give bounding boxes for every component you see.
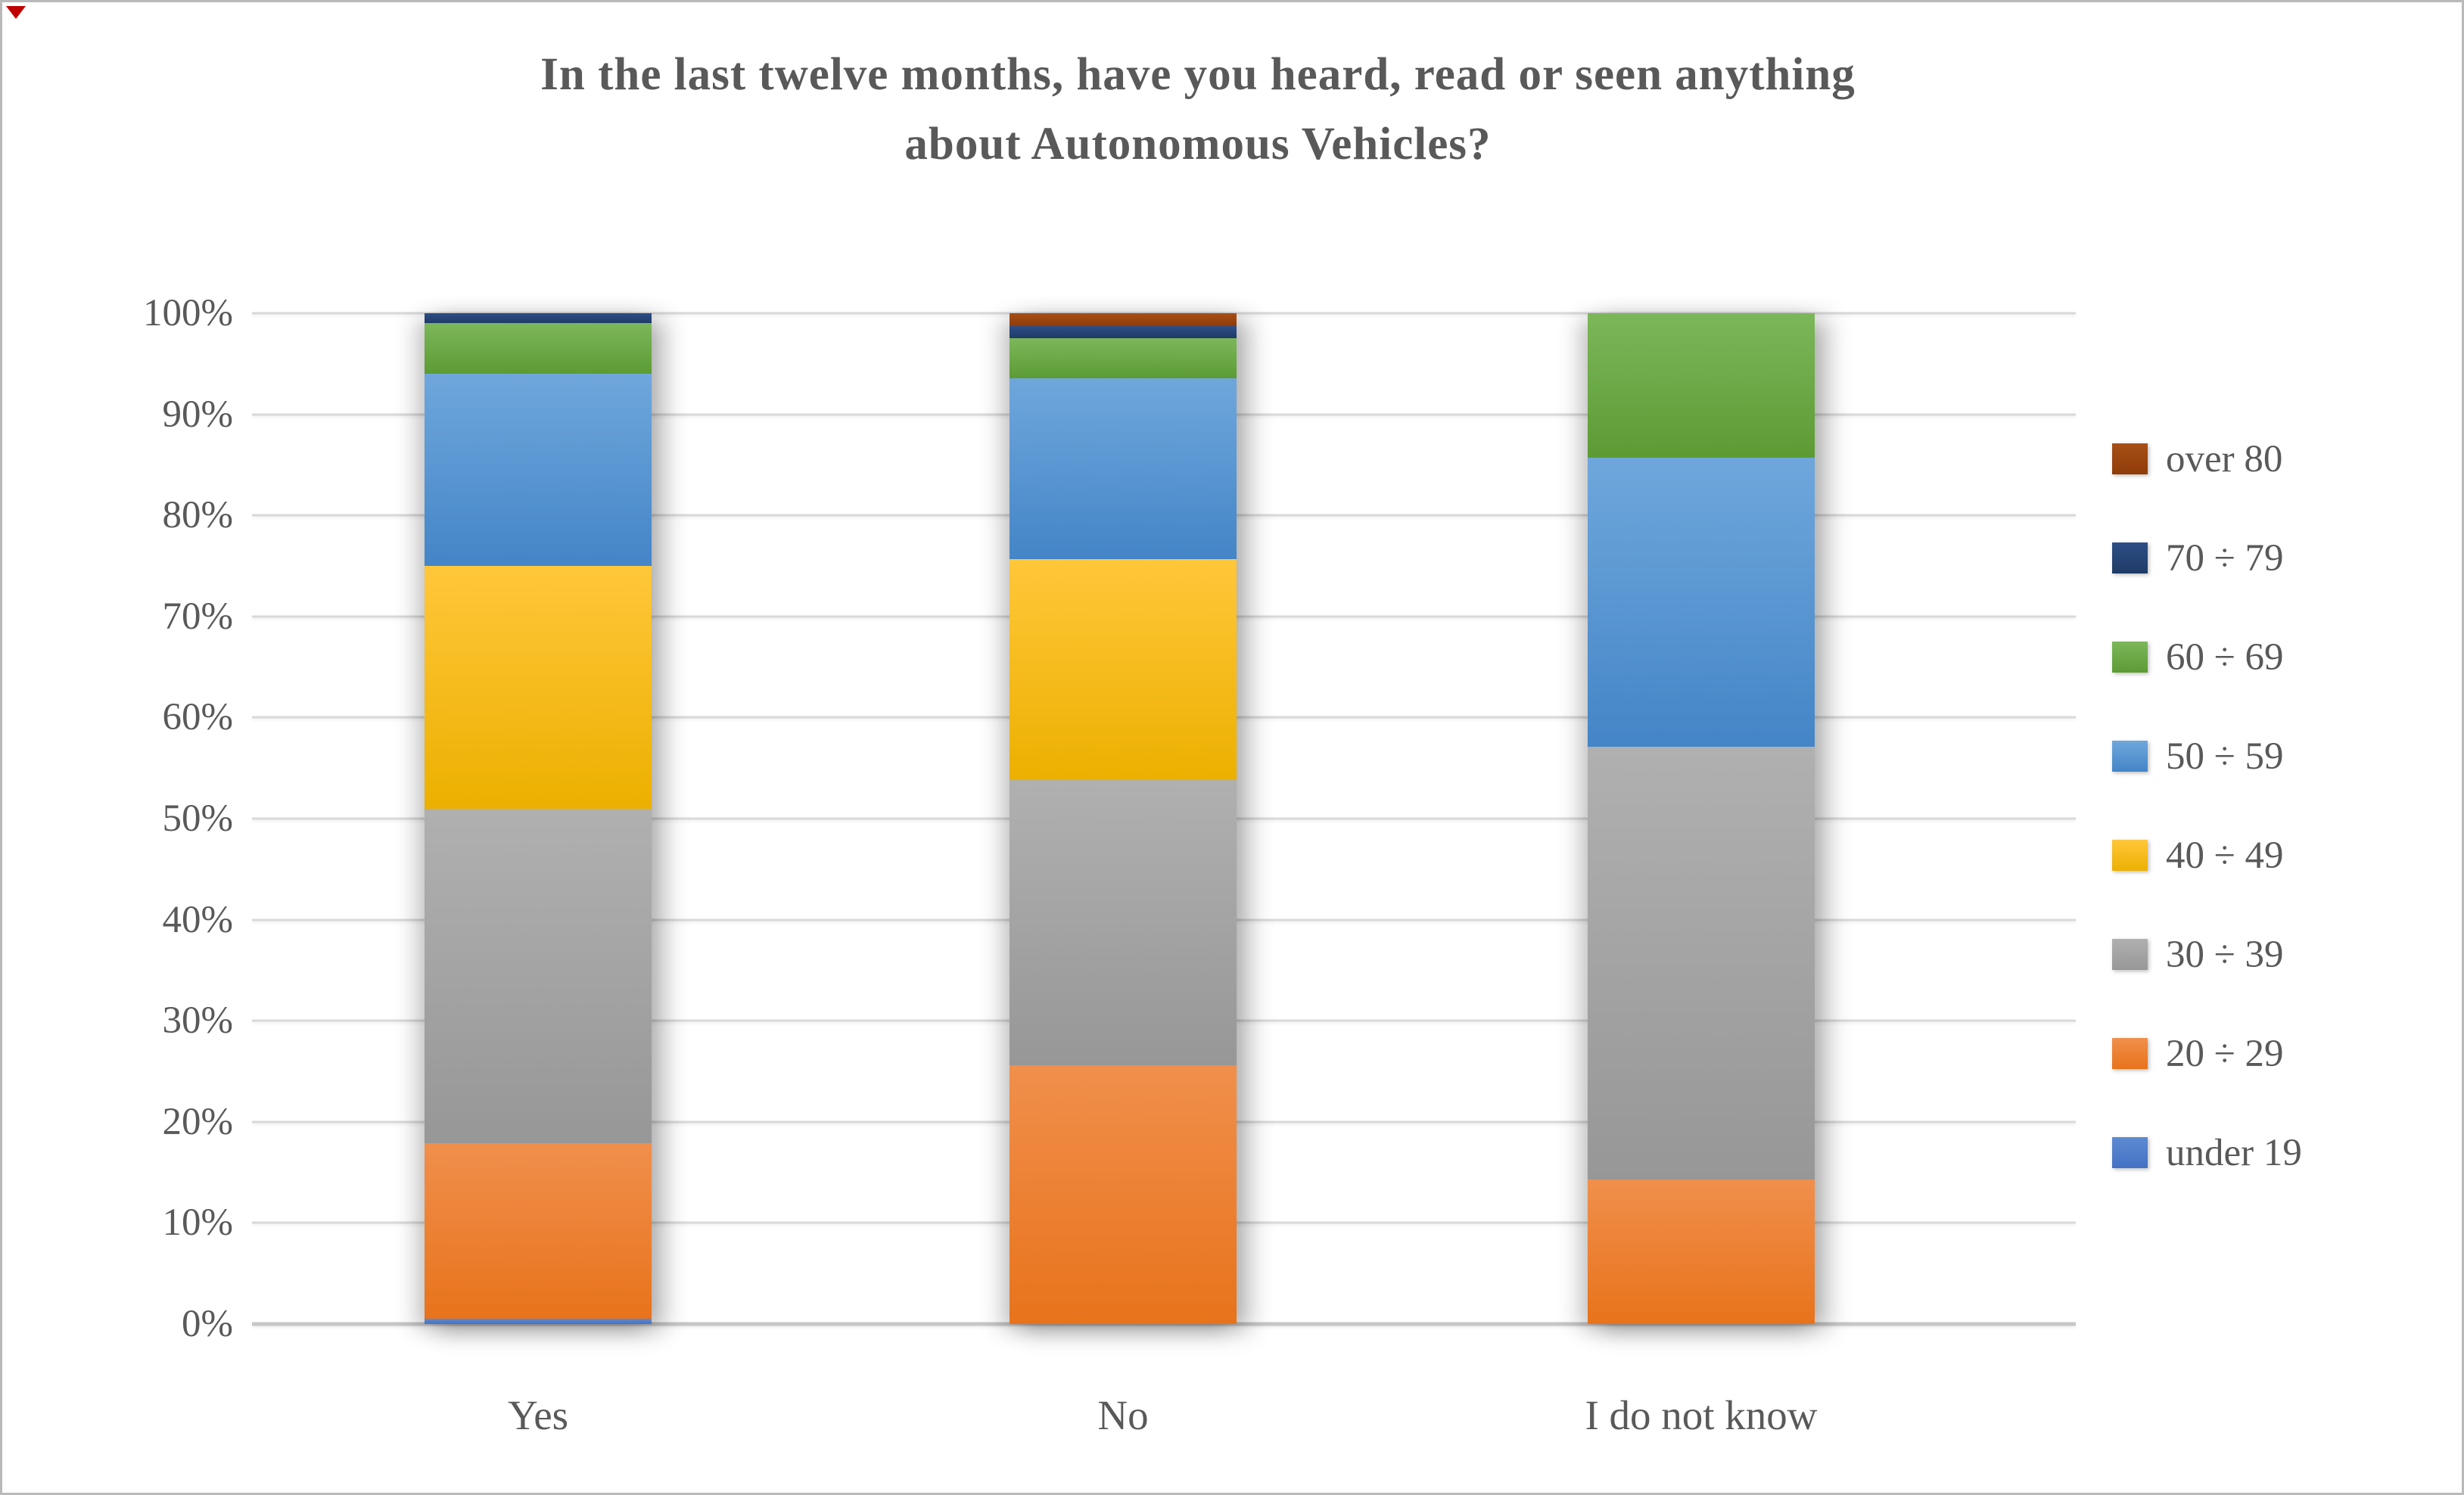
bar-segment bbox=[1010, 1065, 1237, 1324]
legend-item: under 19 bbox=[2112, 1103, 2460, 1202]
bar-segment bbox=[425, 566, 652, 809]
bar-segment bbox=[425, 323, 652, 375]
legend-label: 30 ÷ 39 bbox=[2166, 933, 2284, 976]
y-axis-tick-label: 20% bbox=[162, 1100, 233, 1143]
legend-item: 40 ÷ 49 bbox=[2112, 806, 2460, 905]
legend-label: 40 ÷ 49 bbox=[2166, 834, 2284, 877]
stacked-bar bbox=[1010, 313, 1237, 1324]
y-axis-tick-label: 10% bbox=[162, 1201, 233, 1245]
stacked-bar bbox=[425, 313, 652, 1324]
bar-segment bbox=[1010, 326, 1237, 339]
legend-item: 70 ÷ 79 bbox=[2112, 508, 2460, 608]
category-label: No bbox=[1097, 1392, 1149, 1438]
bar-segment bbox=[1010, 558, 1237, 781]
chart-title: In the last twelve months, have you hear… bbox=[229, 40, 2167, 179]
legend-swatch-icon bbox=[2112, 1137, 2148, 1168]
bar-segment bbox=[1588, 747, 1815, 1180]
bar-segment bbox=[425, 808, 652, 1143]
plot-area bbox=[252, 312, 2076, 1326]
legend-swatch-icon bbox=[2112, 642, 2148, 673]
chart-title-line1: In the last twelve months, have you hear… bbox=[540, 49, 1856, 100]
chart-title-line2: about Autonomous Vehicles? bbox=[904, 118, 1492, 169]
bar-segment bbox=[1010, 780, 1237, 1065]
bar-segment bbox=[425, 313, 652, 324]
legend-swatch-icon bbox=[2112, 840, 2148, 871]
legend-label: 70 ÷ 79 bbox=[2166, 536, 2284, 580]
legend-item: 30 ÷ 39 bbox=[2112, 905, 2460, 1004]
category-label: I do not know bbox=[1585, 1392, 1818, 1438]
stacked-bar bbox=[1588, 313, 1815, 1324]
bar-segment bbox=[1010, 378, 1237, 559]
legend-label: under 19 bbox=[2166, 1131, 2302, 1174]
legend-swatch-icon bbox=[2112, 542, 2148, 573]
red-corner-mark bbox=[6, 6, 26, 19]
bar-segment bbox=[1010, 313, 1237, 327]
legend-swatch-icon bbox=[2112, 741, 2148, 772]
bar-segment bbox=[1588, 1179, 1815, 1324]
legend-swatch-icon bbox=[2112, 443, 2148, 474]
category-label: Yes bbox=[507, 1392, 569, 1438]
y-axis-tick-label: 90% bbox=[162, 393, 233, 436]
legend-item: 60 ÷ 69 bbox=[2112, 608, 2460, 707]
legend: over 80 70 ÷ 79 60 ÷ 69 50 ÷ 59 40 ÷ 49 30 ÷ … bbox=[2112, 409, 2460, 1202]
y-axis-tick-label: 40% bbox=[162, 898, 233, 941]
bar-segment bbox=[1588, 313, 1815, 458]
legend-label: 50 ÷ 59 bbox=[2166, 735, 2284, 778]
y-axis-tick-label: 100% bbox=[143, 292, 233, 334]
y-axis-tick-label: 0% bbox=[182, 1303, 233, 1345]
y-axis-tick-label: 80% bbox=[162, 494, 233, 537]
x-axis: Yes No I do not know bbox=[2, 1391, 2462, 1459]
bar-segment bbox=[425, 1319, 652, 1324]
y-axis-tick-label: 60% bbox=[162, 696, 233, 739]
y-axis-tick-label: 30% bbox=[162, 999, 233, 1043]
bar-segment bbox=[1588, 458, 1815, 748]
y-axis-tick-label: 50% bbox=[162, 797, 233, 840]
legend-label: 20 ÷ 29 bbox=[2166, 1032, 2284, 1075]
legend-swatch-icon bbox=[2112, 1038, 2148, 1069]
bar-segment bbox=[425, 1142, 652, 1319]
legend-item: 20 ÷ 29 bbox=[2112, 1004, 2460, 1103]
bar-segment bbox=[1010, 338, 1237, 378]
y-axis: 0% 10% 20% 30% 40% 50% 60% 70% 80% 90% 100% bbox=[2, 292, 233, 1345]
gridline bbox=[252, 312, 2076, 315]
legend-label: over 80 bbox=[2166, 437, 2283, 480]
legend-label: 60 ÷ 69 bbox=[2166, 636, 2284, 679]
baseline-gridline bbox=[252, 1322, 2076, 1326]
legend-item: over 80 bbox=[2112, 409, 2460, 508]
bar-segment bbox=[425, 374, 652, 567]
legend-item: 50 ÷ 59 bbox=[2112, 707, 2460, 806]
legend-swatch-icon bbox=[2112, 939, 2148, 970]
y-axis-tick-label: 70% bbox=[162, 595, 233, 638]
